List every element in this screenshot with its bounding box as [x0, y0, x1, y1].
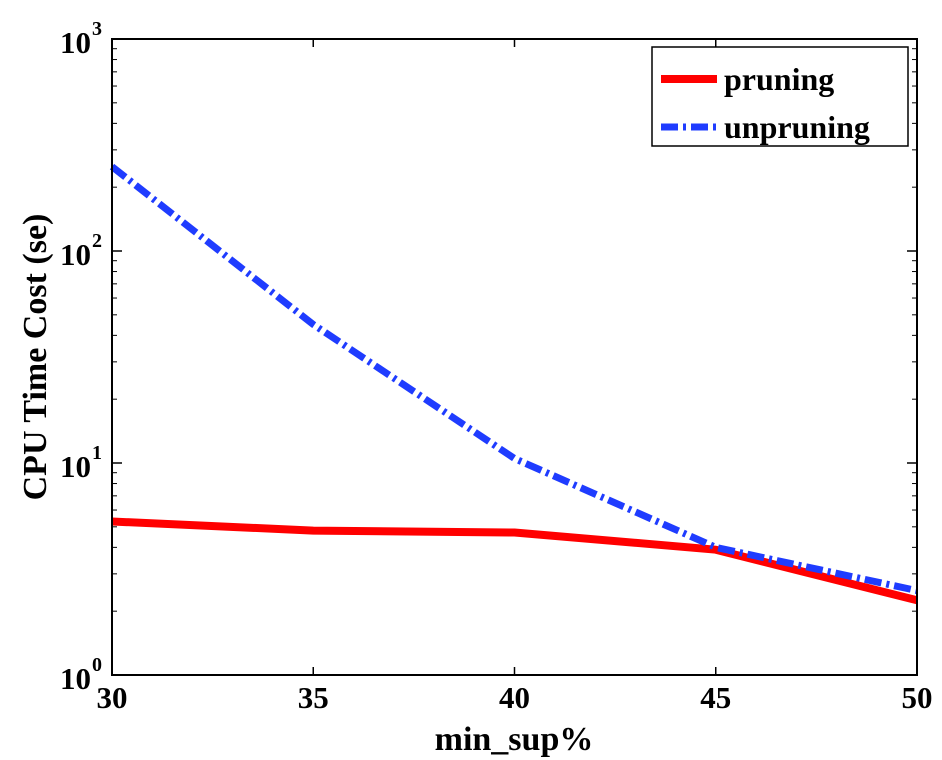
y-tick-label: 10 — [60, 661, 91, 696]
y-tick-exponent: 2 — [92, 230, 102, 252]
x-tick-label: 50 — [902, 680, 933, 715]
x-tick-label: 35 — [298, 680, 329, 715]
x-tick-label: 30 — [97, 680, 128, 715]
series-line-unpruning — [109, 163, 918, 595]
x-tick-label: 45 — [700, 680, 731, 715]
x-tick-label: 40 — [499, 680, 530, 715]
y-axis-label: CPU Time Cost (se) — [17, 214, 54, 501]
legend: pruning unpruning — [651, 46, 909, 147]
y-tick-label: 10 — [60, 449, 91, 484]
legend-label-unpruning: unpruning — [724, 109, 870, 145]
y-tick-exponent: 1 — [92, 442, 102, 464]
y-tick-exponent: 3 — [92, 18, 102, 40]
y-tick-label: 10 — [60, 237, 91, 272]
y-tick-label: 10 — [60, 25, 91, 60]
legend-label-pruning: pruning — [724, 61, 834, 97]
x-axis-label: min_sup% — [435, 721, 594, 758]
series-line-pruning — [111, 517, 918, 605]
y-tick-exponent: 0 — [92, 654, 102, 676]
